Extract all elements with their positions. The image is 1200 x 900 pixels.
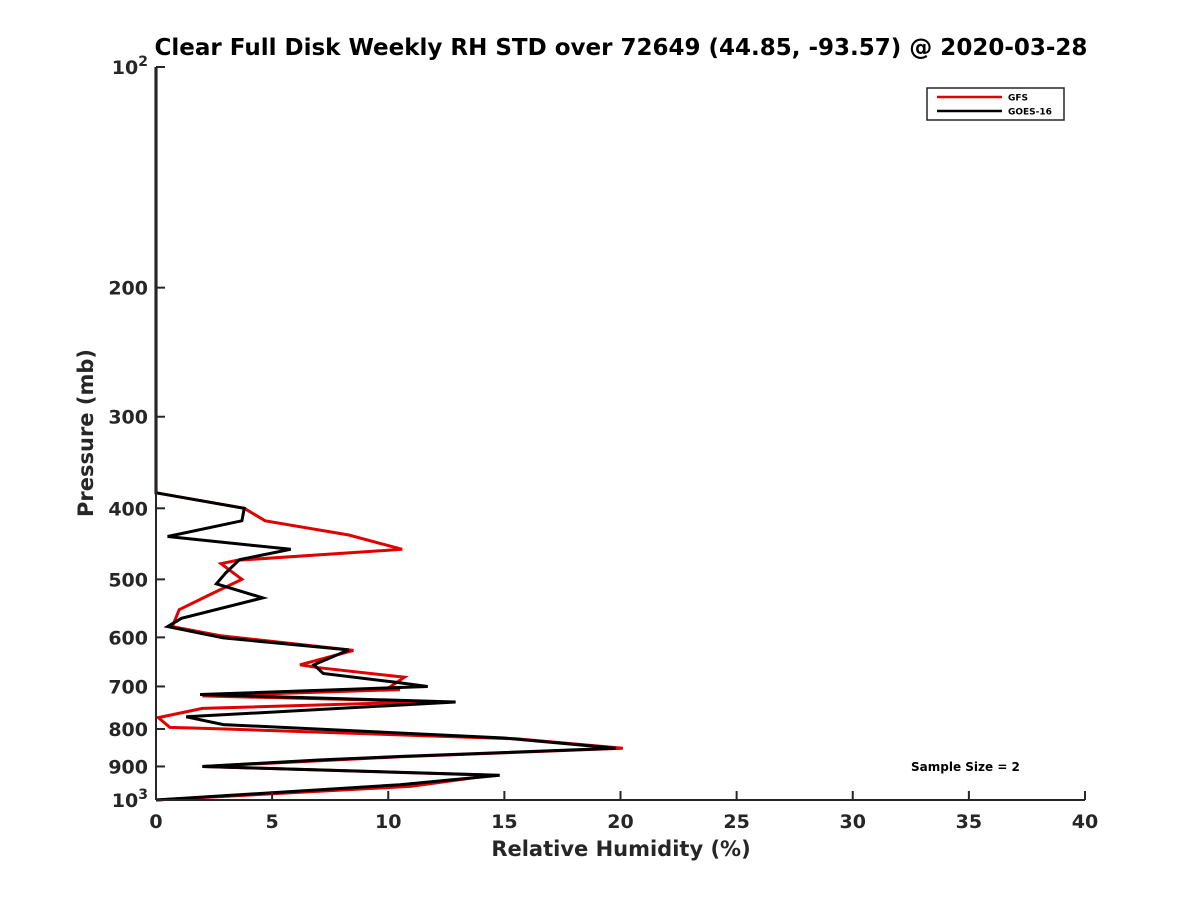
x-tick-label: 15 xyxy=(491,811,517,833)
y-tick-label: 400 xyxy=(108,498,148,520)
x-axis-label: Relative Humidity (%) xyxy=(491,837,750,861)
y-tick-label: 700 xyxy=(108,676,148,698)
y-tick-label: 800 xyxy=(108,719,148,741)
y-tick-label: 103 xyxy=(112,787,148,812)
x-tick-label: 35 xyxy=(956,811,982,833)
x-ticks: 0 5 10 15 20 25 30 35 40 xyxy=(149,791,1098,833)
sample-size-annotation: Sample Size = 2 xyxy=(911,760,1020,774)
y-axis-label: Pressure (mb) xyxy=(74,349,98,517)
x-tick-label: 0 xyxy=(149,811,162,833)
legend-goes-label: GOES-16 xyxy=(1008,108,1052,118)
legend-gfs-label: GFS xyxy=(1008,94,1028,104)
legend-box xyxy=(926,87,1065,121)
y-tick-label: 102 xyxy=(112,54,148,79)
y-tick-label: 600 xyxy=(108,627,148,649)
y-tick-label: 200 xyxy=(108,278,148,300)
x-tick-label: 10 xyxy=(375,811,401,833)
y-tick-label: 900 xyxy=(108,756,148,778)
x-tick-label: 30 xyxy=(840,811,866,833)
x-tick-label: 40 xyxy=(1072,811,1098,833)
series-line-goes-16 xyxy=(154,67,617,802)
x-tick-label: 25 xyxy=(723,811,749,833)
plot-area xyxy=(156,67,1085,800)
series-group xyxy=(154,67,623,802)
x-tick-label: 20 xyxy=(607,811,633,833)
x-tick-label: 5 xyxy=(266,811,279,833)
y-ticks: 102 200 300 400 500 600 700 800 900 103 xyxy=(108,54,165,812)
y-tick-label: 300 xyxy=(108,407,148,429)
chart-title: Clear Full Disk Weekly RH STD over 72649… xyxy=(155,35,1088,61)
legend: GFS GOES-16 xyxy=(926,87,1065,121)
y-tick-label: 500 xyxy=(108,569,148,591)
